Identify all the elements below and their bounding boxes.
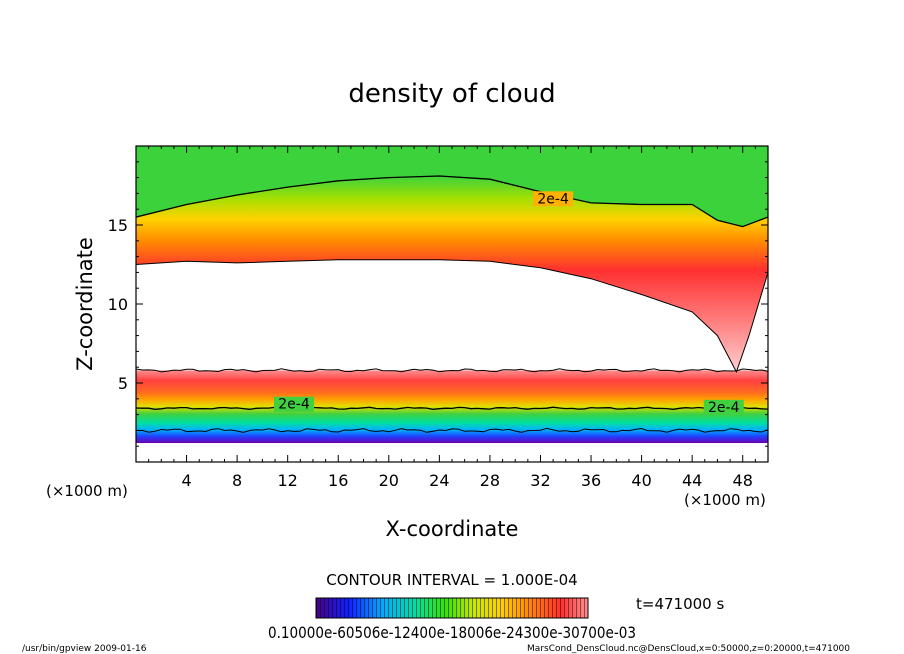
chart-title: density of cloud bbox=[348, 79, 555, 109]
contour-label: 2e-4 bbox=[537, 191, 569, 207]
time-label: t=471000 s bbox=[636, 595, 724, 613]
colorbar-bands bbox=[316, 598, 588, 618]
footer-left: /usr/bin/gpview 2009-01-16 bbox=[22, 644, 147, 654]
lower-mid-contour bbox=[136, 406, 768, 410]
x-tick-label: 48 bbox=[733, 471, 753, 490]
colorbar bbox=[315, 597, 589, 619]
x-axis-label: X-coordinate bbox=[386, 517, 519, 541]
x-tick-label: 4 bbox=[181, 471, 191, 490]
contour-label: 2e-4 bbox=[708, 400, 740, 416]
x-tick-label: 20 bbox=[379, 471, 399, 490]
upper-cloud-layer bbox=[136, 176, 768, 372]
lower-top-contour bbox=[136, 368, 768, 373]
upper-green-fill bbox=[136, 146, 768, 227]
x-tick-label: 32 bbox=[530, 471, 550, 490]
contour-label: 2e-4 bbox=[278, 397, 310, 413]
lower-cloud-layer bbox=[136, 370, 768, 444]
x-tick-label: 24 bbox=[429, 471, 449, 490]
x-tick-label: 8 bbox=[232, 471, 242, 490]
x-tick-label: 12 bbox=[278, 471, 298, 490]
x-unit-left: (×1000 m) bbox=[46, 482, 128, 500]
y-tick-label: 15 bbox=[108, 216, 128, 235]
upper-inner-contour bbox=[136, 259, 768, 374]
contour-interval: CONTOUR INTERVAL = 1.000E-04 bbox=[326, 571, 577, 589]
y-axis-label: Z-coordinate bbox=[73, 237, 97, 371]
x-unit-right: (×1000 m) bbox=[684, 491, 766, 509]
x-tick-label: 28 bbox=[480, 471, 500, 490]
contour-label-bg bbox=[274, 396, 314, 412]
x-tick-label: 44 bbox=[682, 471, 702, 490]
contour-label-bg bbox=[703, 399, 744, 415]
x-tick-label: 36 bbox=[581, 471, 601, 490]
y-tick-label: 5 bbox=[118, 374, 128, 393]
colorbar-frame bbox=[315, 597, 589, 619]
x-tick-label: 16 bbox=[328, 471, 348, 490]
plot-area: 2e-4 2e-4 2e-4 bbox=[136, 146, 768, 462]
colorbar-labels: 0.10000e-60506e-12400e-18006e-24300e-307… bbox=[268, 623, 636, 642]
x-tick-label: 40 bbox=[631, 471, 651, 490]
footer-right: MarsCond_DensCloud.nc@DensCloud,x=0:5000… bbox=[527, 644, 850, 654]
y-tick-label: 10 bbox=[108, 295, 128, 314]
upper-outer-contour bbox=[136, 175, 768, 228]
contour-label-bg bbox=[533, 191, 574, 207]
lower-bottom-contour bbox=[136, 427, 768, 433]
